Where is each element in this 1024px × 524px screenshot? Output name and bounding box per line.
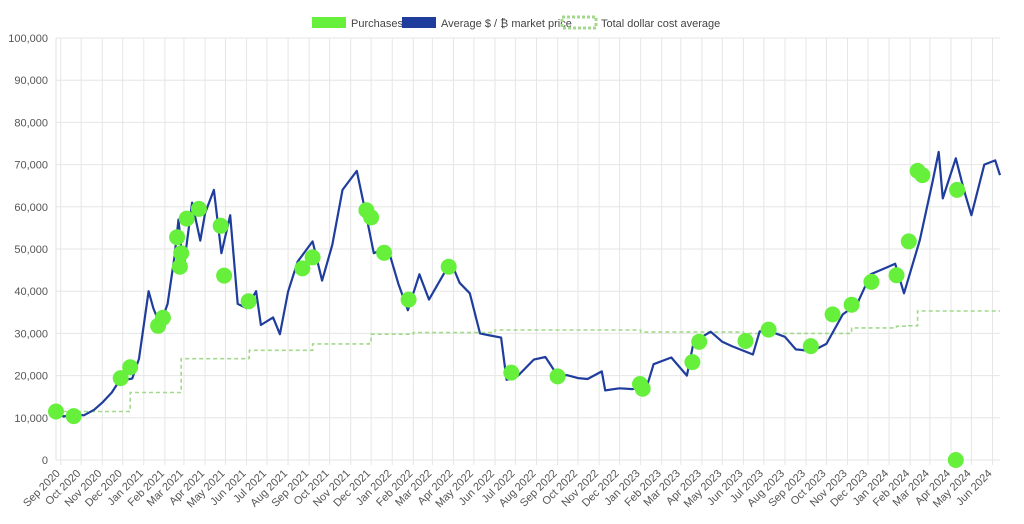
purchase-point: [914, 167, 931, 184]
y-tick-label: 0: [42, 455, 48, 467]
y-tick-label: 40,000: [14, 286, 48, 298]
purchase-point: [122, 359, 139, 376]
purchase-point: [760, 321, 777, 338]
purchase-point: [304, 249, 321, 266]
purchase-point: [400, 291, 417, 308]
purchase-point: [691, 333, 708, 350]
y-tick-label: 90,000: [14, 75, 48, 87]
legend: Purchases Average $ / ₿ market price Total…: [312, 15, 720, 30]
purchase-point: [112, 370, 129, 387]
purchase-point: [863, 273, 880, 290]
purchase-point: [190, 200, 207, 217]
y-tick-label: 30,000: [14, 328, 48, 340]
y-tick-label: 100,000: [8, 33, 48, 45]
y-tick-label: 10,000: [14, 413, 48, 425]
purchase-point: [212, 217, 229, 234]
purchase-point: [376, 244, 393, 261]
y-tick-label: 80,000: [14, 117, 48, 129]
purchase-point: [634, 380, 651, 397]
purchase-point: [178, 210, 195, 227]
purchase-point: [65, 408, 82, 425]
purchase-point: [503, 364, 520, 381]
legend-swatch: [560, 15, 598, 30]
purchase-point: [169, 229, 186, 246]
purchase-point: [684, 354, 701, 371]
purchase-point: [549, 368, 566, 385]
purchase-point: [440, 258, 457, 275]
gridlines: [55, 37, 1000, 465]
legend-label: Purchases: [351, 18, 403, 30]
purchase-point: [802, 338, 819, 355]
purchase-point: [949, 181, 966, 198]
price-line: [55, 150, 1002, 418]
purchase-point: [216, 267, 233, 284]
purchase-point: [824, 306, 841, 323]
legend-swatch: [312, 17, 346, 28]
purchase-point: [240, 293, 257, 310]
purchase-point: [843, 296, 860, 313]
legend-label: Average $ / ₿ market price: [441, 18, 572, 30]
purchase-point: [171, 258, 188, 275]
y-tick-label: 60,000: [14, 202, 48, 214]
purchase-point: [900, 233, 917, 250]
legend-swatch: [402, 17, 436, 28]
purchase-point: [947, 452, 964, 468]
dca-series: [56, 310, 1000, 413]
purchase-series: [48, 162, 966, 468]
price-series: [55, 150, 1002, 418]
dca-line: [56, 310, 1000, 413]
purchase-point: [737, 333, 754, 349]
y-tick-label: 70,000: [14, 160, 48, 172]
purchase-point: [294, 260, 311, 277]
purchase-point: [173, 245, 190, 262]
y-tick-label: 20,000: [14, 371, 48, 383]
purchase-point: [363, 209, 380, 226]
y-tick-label: 50,000: [14, 244, 48, 256]
purchase-point: [154, 309, 171, 326]
purchase-point: [888, 267, 905, 284]
purchase-point: [48, 403, 64, 420]
legend-label: Total dollar cost average: [601, 18, 720, 30]
y-axis: 0 10,000 20,000 30,000 40,000 50,000 60,000 70,…: [8, 33, 48, 467]
